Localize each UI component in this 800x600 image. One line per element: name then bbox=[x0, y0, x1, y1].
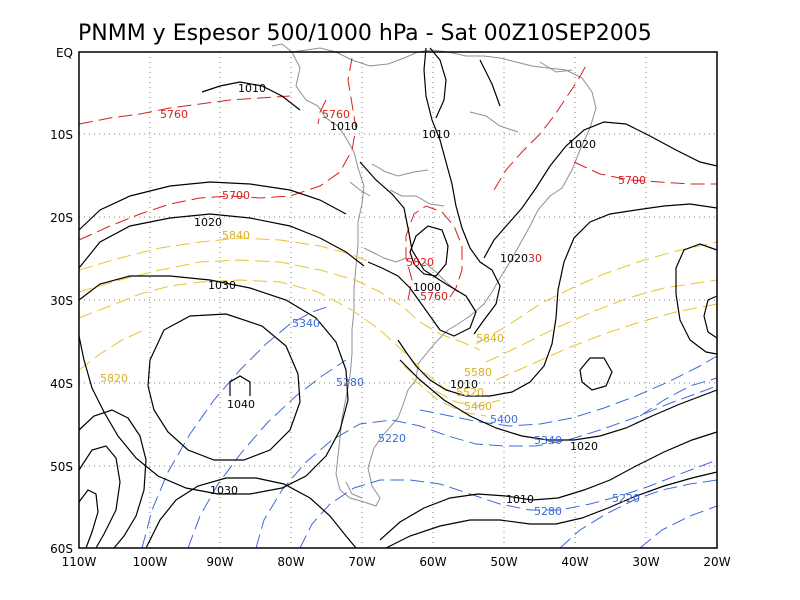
map-frame bbox=[78, 51, 718, 549]
pressure-contours bbox=[78, 47, 718, 549]
pressure-label: 1040 bbox=[227, 398, 255, 411]
thickness-label: 5840 bbox=[222, 229, 250, 242]
thickness-label: 30 bbox=[528, 252, 542, 265]
pressure-label: 1020 bbox=[194, 216, 222, 229]
thickness-label: 5700 bbox=[222, 189, 250, 202]
pressure-label: 1010 bbox=[450, 378, 478, 391]
thickness-label: 5400 bbox=[490, 413, 518, 426]
thickness-label: 5760 bbox=[160, 108, 188, 121]
pressure-label: 1010 bbox=[330, 120, 358, 133]
lon-label-50w: 50W bbox=[490, 555, 517, 569]
thickness-labels-blue: 5340 5340 5280 5280 5220 5220 5400 bbox=[292, 317, 640, 518]
thickness-label: 5820 bbox=[100, 372, 128, 385]
pressure-label: 1020 bbox=[500, 252, 528, 265]
lat-label-50s: 50S bbox=[50, 460, 73, 474]
thickness-label: 5840 bbox=[476, 332, 504, 345]
coastline bbox=[271, 43, 597, 507]
lat-label-40s: 40S bbox=[50, 377, 73, 391]
pressure-label: 1020 bbox=[568, 138, 596, 151]
thickness-label: 5580 bbox=[464, 366, 492, 379]
thickness-label: 5280 bbox=[336, 376, 364, 389]
pressure-label: 1010 bbox=[506, 493, 534, 506]
latitude-axis: EQ 10S 20S 30S 40S 50S 60S bbox=[50, 46, 73, 556]
thickness-label: 5340 bbox=[534, 434, 562, 447]
thickness-label: 5700 bbox=[618, 174, 646, 187]
thickness-label: 5220 bbox=[612, 492, 640, 505]
lon-label-40w: 40W bbox=[561, 555, 588, 569]
thickness-label: 5460 bbox=[464, 400, 492, 413]
lon-label-60w: 60W bbox=[419, 555, 446, 569]
lat-label-eq: EQ bbox=[56, 46, 73, 60]
thickness-label: 5280 bbox=[534, 505, 562, 518]
pressure-label: 1020 bbox=[570, 440, 598, 453]
thickness-labels-red: 5760 5760 5760 5700 5700 5820 30 bbox=[160, 108, 646, 303]
pressure-label: 1000 bbox=[413, 281, 441, 294]
lat-label-10s: 10S bbox=[50, 128, 73, 142]
thickness-contours-blue bbox=[141, 305, 718, 549]
lon-label-30w: 30W bbox=[632, 555, 659, 569]
thickness-contours-red bbox=[78, 57, 717, 301]
thickness-label: 5760 bbox=[322, 108, 350, 121]
thickness-labels-yellow: 5840 5840 5820 5580 5520 5460 bbox=[100, 229, 504, 413]
thickness-label: 5760 bbox=[420, 290, 448, 303]
lon-label-100w: 100W bbox=[133, 555, 168, 569]
lon-label-20w: 20W bbox=[703, 555, 730, 569]
map-title: PNMM y Espesor 500/1000 hPa - Sat 00Z10S… bbox=[78, 21, 652, 46]
thickness-label: 5220 bbox=[378, 432, 406, 445]
pressure-label: 1010 bbox=[238, 82, 266, 95]
thickness-contours-yellow bbox=[78, 237, 718, 417]
pressure-label: 1030 bbox=[210, 484, 238, 497]
pressure-label: 1030 bbox=[208, 279, 236, 292]
lon-label-90w: 90W bbox=[206, 555, 233, 569]
thickness-label: 5820 bbox=[406, 256, 434, 269]
pressure-label: 1010 bbox=[422, 128, 450, 141]
lon-label-80w: 80W bbox=[277, 555, 304, 569]
lat-label-30s: 30S bbox=[50, 294, 73, 308]
pressure-labels: 1010 1010 1010 1010 1010 1020 1020 1020 … bbox=[194, 82, 598, 506]
longitude-axis: 110W 100W 90W 80W 70W 60W 50W 40W 30W 20… bbox=[62, 555, 731, 569]
thickness-label: 5340 bbox=[292, 317, 320, 330]
lat-label-20s: 20S bbox=[50, 211, 73, 225]
lat-label-60s: 60S bbox=[50, 542, 73, 556]
thickness-label: 5520 bbox=[456, 386, 484, 399]
lon-label-70w: 70W bbox=[348, 555, 375, 569]
lon-label-110w: 110W bbox=[62, 555, 97, 569]
